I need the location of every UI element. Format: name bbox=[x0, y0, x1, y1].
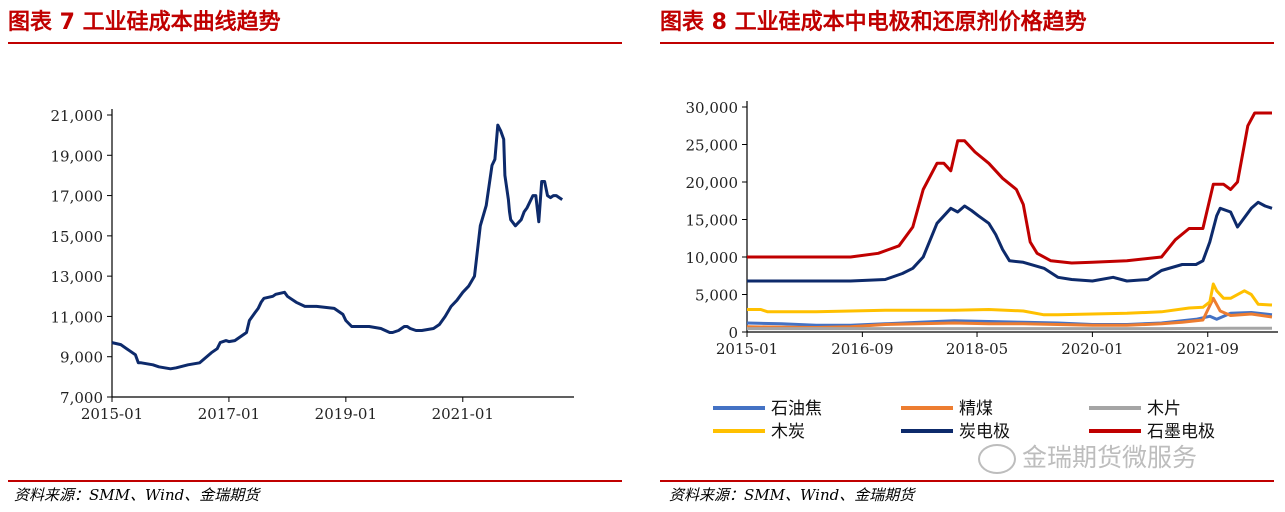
legend-label: 木片 bbox=[1147, 399, 1181, 419]
legend-label: 精煤 bbox=[959, 399, 993, 419]
y-tick-label: 10,000 bbox=[686, 249, 739, 267]
legend-label: 石墨电极 bbox=[1147, 422, 1215, 442]
y-tick-label: 21,000 bbox=[51, 107, 104, 125]
x-tick-label: 2020-01 bbox=[1061, 340, 1123, 358]
series-line-炭电极 bbox=[747, 200, 1273, 283]
y-tick-label: 20,000 bbox=[686, 174, 739, 192]
y-tick-label: 25,000 bbox=[686, 137, 739, 155]
left-title-rule bbox=[8, 42, 622, 44]
x-tick-label: 2015-01 bbox=[716, 340, 778, 358]
series-line-石墨电极 bbox=[747, 111, 1272, 265]
left-footer-rule bbox=[8, 480, 622, 482]
y-tick-label: 17,000 bbox=[51, 188, 104, 206]
x-tick-label: 2021-09 bbox=[1177, 340, 1239, 358]
y-tick-label: 30,000 bbox=[686, 99, 739, 117]
x-tick-label: 2017-01 bbox=[198, 405, 260, 423]
cost-curve-chart: 7,000 9,000 11,000 13,000 15,000 17,000 19,000… bbox=[51, 107, 574, 423]
right-footer-rule bbox=[660, 480, 1274, 482]
y-tick-label: 7,000 bbox=[60, 389, 103, 407]
series-line-木炭 bbox=[747, 282, 1273, 317]
y-tick-label: 5,000 bbox=[695, 287, 738, 305]
y-tick-label: 15,000 bbox=[686, 212, 739, 230]
right-source-note: 资料来源：SMM、Wind、金瑞期货 bbox=[669, 486, 915, 504]
watermark: 金瑞期货微服务 bbox=[978, 438, 1197, 474]
wechat-icon bbox=[978, 444, 1016, 474]
y-tick-label: 11,000 bbox=[51, 308, 104, 326]
x-tick-label: 2019-01 bbox=[315, 405, 377, 423]
watermark-text: 金瑞期货微服务 bbox=[1022, 443, 1198, 472]
right-chart-title: 图表 8 工业硅成本中电极和还原剂价格趋势 bbox=[660, 10, 1087, 35]
y-tick-label: 13,000 bbox=[51, 268, 104, 286]
right-panel: 图表 8 工业硅成本中电极和还原剂价格趋势 0 5,000 10,000 15,000… bbox=[655, 0, 1285, 512]
legend-label: 石油焦 bbox=[771, 399, 822, 419]
x-tick-label: 2015-01 bbox=[81, 405, 143, 423]
legend-label: 炭电极 bbox=[959, 422, 1010, 442]
x-tick-label: 2021-01 bbox=[432, 405, 494, 423]
series-line-精煤 bbox=[746, 296, 1273, 329]
x-tick-label: 2016-09 bbox=[831, 340, 893, 358]
right-title-rule bbox=[660, 42, 1274, 44]
y-tick-label: 9,000 bbox=[60, 349, 103, 367]
left-source-note: 资料来源：SMM、Wind、金瑞期货 bbox=[14, 486, 260, 504]
series-line-0 bbox=[111, 123, 564, 371]
left-chart-title: 图表 7 工业硅成本曲线趋势 bbox=[8, 10, 281, 35]
y-tick-label: 0 bbox=[728, 324, 738, 342]
left-panel: 图表 7 工业硅成本曲线趋势 7,000 9,000 11,000 13,000 15,… bbox=[0, 0, 625, 512]
legend-label: 木炭 bbox=[771, 422, 805, 442]
x-tick-label: 2018-05 bbox=[946, 340, 1008, 358]
y-tick-label: 15,000 bbox=[51, 228, 104, 246]
y-tick-label: 19,000 bbox=[51, 147, 104, 165]
electrode-reductant-chart: 0 5,000 10,000 15,000 20,000 25,000 30,000 2015… bbox=[686, 99, 1278, 442]
